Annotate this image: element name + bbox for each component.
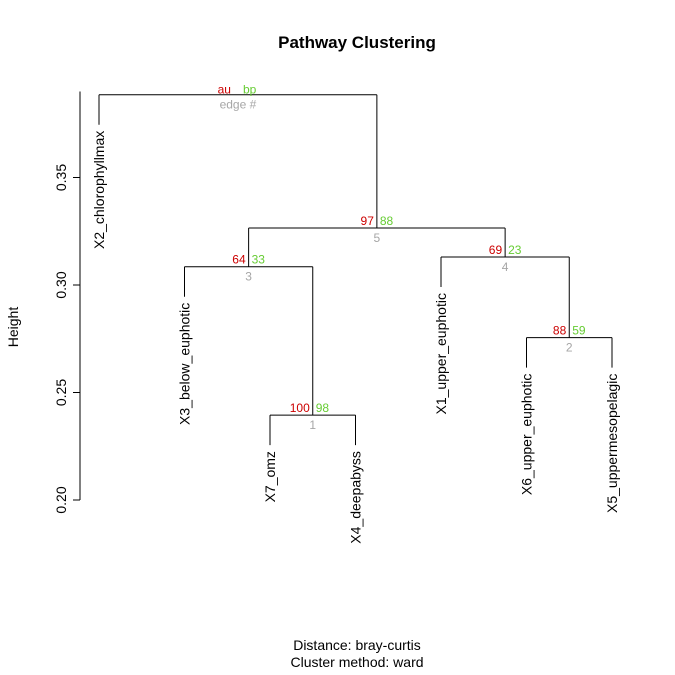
dendrogram-tree xyxy=(98,94,613,446)
au-value-5: 97 xyxy=(361,214,375,228)
edge-number-5: 5 xyxy=(374,231,381,245)
y-axis-label: Height xyxy=(5,307,21,348)
au-value-1: 100 xyxy=(290,401,310,415)
bp-value-1: 98 xyxy=(316,401,330,415)
y-tick-label: 0.20 xyxy=(53,486,69,513)
leaf-label-X7: X7_omz xyxy=(262,451,278,502)
au-value-2: 88 xyxy=(553,324,567,338)
edge-number-4: 4 xyxy=(502,260,509,274)
y-tick-label: 0.25 xyxy=(53,379,69,406)
bp-value-2: 59 xyxy=(572,324,586,338)
distance-caption: Distance: bray-curtis xyxy=(293,637,421,653)
leaf-label-X1: X1_upper_euphotic xyxy=(433,293,449,414)
bp-value-4: 23 xyxy=(508,243,522,257)
bp-value-3: 33 xyxy=(252,253,266,267)
y-tick-label: 0.35 xyxy=(53,164,69,191)
leaf-label-X3: X3_below_euphotic xyxy=(177,303,193,425)
legend-bp: bp xyxy=(243,83,257,97)
y-axis: 0.20 0.25 0.30 0.35 xyxy=(53,91,81,514)
legend-edge: edge # xyxy=(220,98,257,112)
y-tick-label: 0.30 xyxy=(53,271,69,298)
legend-au: au xyxy=(218,83,231,97)
edge-number-2: 2 xyxy=(566,341,573,355)
au-value-3: 64 xyxy=(232,253,246,267)
bp-value-5: 88 xyxy=(380,214,394,228)
edge-number-3: 3 xyxy=(245,270,252,284)
au-value-4: 69 xyxy=(489,243,503,257)
method-caption: Cluster method: ward xyxy=(290,654,423,670)
leaf-labels: X2_chlorophyllmax X3_below_euphotic X7_omz… xyxy=(91,131,620,544)
edge-number-1: 1 xyxy=(309,418,316,432)
leaf-label-X4: X4_deepabyss xyxy=(348,451,364,544)
leaf-label-X5: X5_uppermesopelagic xyxy=(604,374,620,513)
leaf-label-X2: X2_chlorophyllmax xyxy=(91,131,107,249)
leaf-label-X6: X6_upper_euphotic xyxy=(519,374,535,495)
chart-title: Pathway Clustering xyxy=(278,33,436,52)
